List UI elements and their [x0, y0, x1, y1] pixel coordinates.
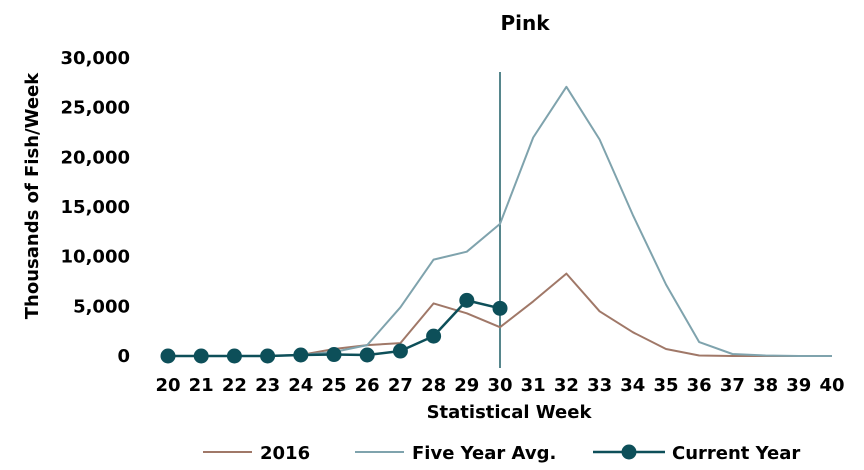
x-tick-label: 36: [687, 375, 712, 396]
x-tick-label: 32: [554, 375, 579, 396]
x-tick-label: 30: [487, 375, 512, 396]
legend-label-current-year: Current Year: [672, 443, 800, 464]
chart-title: Pink: [500, 11, 550, 35]
x-tick-label: 21: [189, 375, 214, 396]
y-axis-title: Thousands of Fish/Week: [22, 72, 43, 319]
data-point-current-year: [392, 343, 408, 359]
x-tick-labels: 20 21 22 23 24 25 26 27 28 29 30 31 32 33 34 35 36 37 38 39…: [155, 375, 844, 396]
legend-label-five-year-avg: Five Year Avg.: [412, 443, 556, 464]
legend-marker-current-year: [621, 444, 637, 460]
series-layer: [160, 85, 832, 364]
x-tick-label: 31: [521, 375, 546, 396]
x-tick-label: 29: [454, 375, 479, 396]
x-tick-label: 26: [355, 375, 380, 396]
data-point-current-year: [326, 347, 342, 363]
legend: 2016 Five Year Avg. Current Year: [203, 443, 800, 464]
x-tick-label: 40: [819, 375, 844, 396]
data-point-current-year: [459, 292, 475, 308]
x-tick-label: 38: [753, 375, 778, 396]
y-tick-label: 5,000: [73, 296, 130, 317]
data-point-current-year: [492, 300, 508, 316]
x-tick-label: 24: [288, 375, 313, 396]
x-tick-label: 23: [255, 375, 280, 396]
legend-label-2016: 2016: [260, 443, 310, 464]
data-point-current-year: [226, 348, 242, 364]
data-point-current-year: [260, 348, 276, 364]
data-point-current-year: [426, 328, 442, 344]
y-tick-label: 20,000: [61, 147, 130, 168]
data-point-current-year: [293, 347, 309, 363]
data-point-current-year: [160, 348, 176, 364]
y-tick-label: 25,000: [61, 98, 130, 119]
y-tick-label: 15,000: [61, 197, 130, 218]
x-tick-label: 28: [421, 375, 446, 396]
y-tick-label: 0: [117, 346, 130, 367]
y-tick-label: 30,000: [61, 48, 130, 69]
y-tick-label: 10,000: [61, 247, 130, 268]
x-tick-label: 25: [321, 375, 346, 396]
y-tick-labels: 0 5,000 10,000 15,000 20,000 25,000 30,000: [61, 48, 130, 367]
data-point-current-year: [359, 347, 375, 363]
x-tick-label: 39: [786, 375, 811, 396]
x-tick-label: 37: [720, 375, 745, 396]
x-tick-label: 20: [155, 375, 180, 396]
x-tick-label: 22: [222, 375, 247, 396]
x-tick-label: 33: [587, 375, 612, 396]
x-tick-label: 34: [620, 375, 645, 396]
x-tick-label: 35: [653, 375, 678, 396]
x-tick-label: 27: [388, 375, 413, 396]
data-point-current-year: [193, 348, 209, 364]
x-axis-title: Statistical Week: [427, 402, 593, 423]
